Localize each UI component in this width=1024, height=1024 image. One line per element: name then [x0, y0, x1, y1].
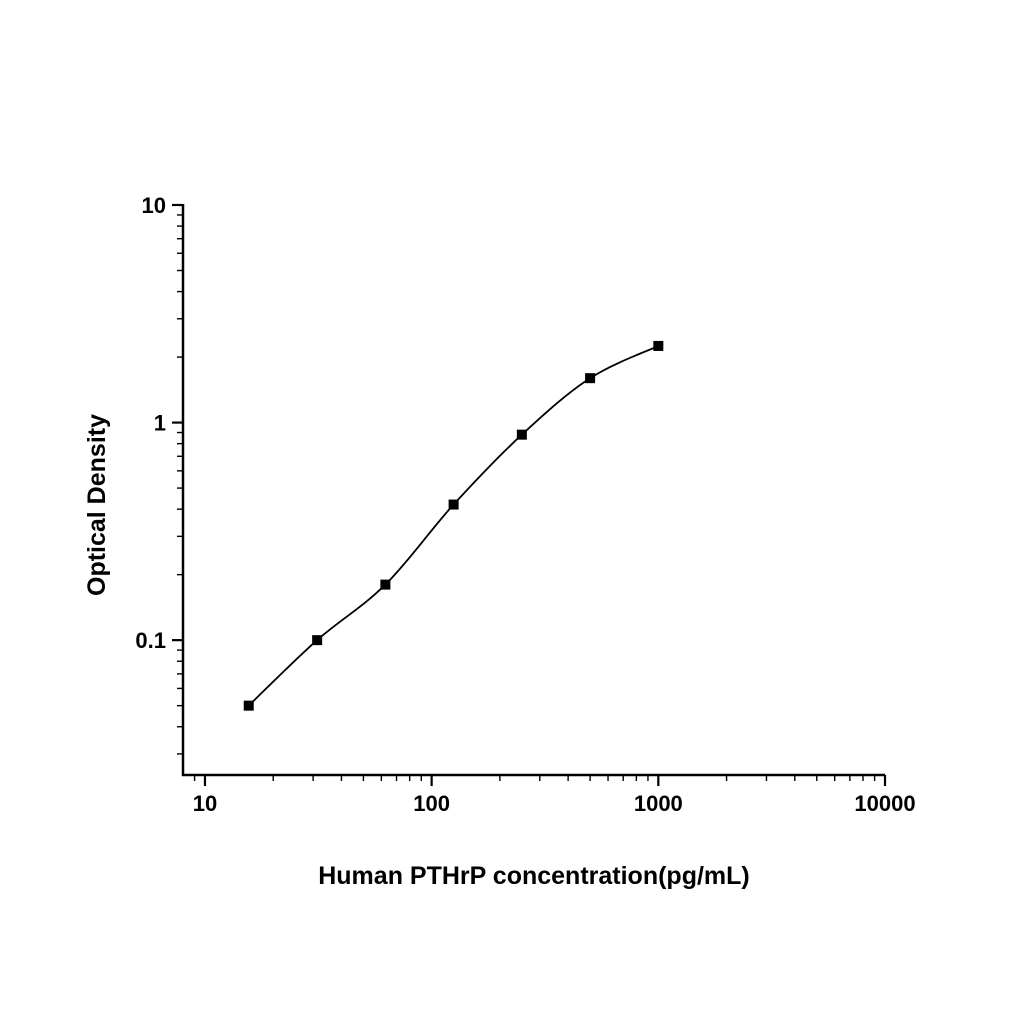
standard-curve-line [248, 345, 659, 707]
axes: 10 100 1000 10000 0.1 1 10 [135, 193, 915, 816]
x-tick-label: 100 [413, 791, 450, 816]
data-point-marker [653, 340, 664, 351]
data-point-marker [243, 700, 254, 711]
data-point-marker [585, 373, 596, 384]
x-tick-label: 10000 [854, 791, 915, 816]
data-point-marker [312, 635, 323, 646]
y-axis-label: Optical Density [83, 414, 111, 596]
x-axis-label: Human PTHrP concentration(pg/mL) [318, 862, 750, 890]
data-series [243, 340, 664, 711]
x-tick-label: 10 [193, 791, 217, 816]
data-point-marker [448, 499, 459, 510]
x-tick-label: 1000 [634, 791, 683, 816]
data-point-marker [380, 579, 391, 590]
y-tick-label: 1 [154, 411, 166, 436]
y-tick-label: 10 [142, 193, 166, 218]
y-tick-label: 0.1 [135, 628, 166, 653]
data-point-marker [516, 429, 527, 440]
